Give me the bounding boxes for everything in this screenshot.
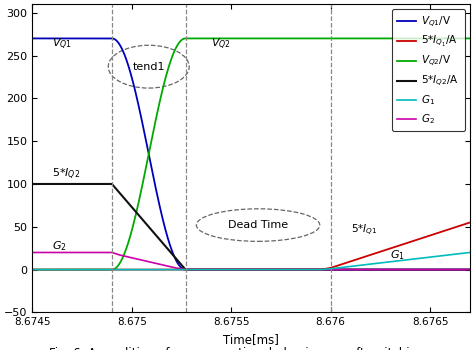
Text: 5*$I_{Q2}$: 5*$I_{Q2}$ — [52, 167, 81, 182]
$G_2$ — [173, 266, 178, 270]
$V_{Q2}$/V — [164, 72, 170, 76]
5*$I_{Q_1}$/A — [328, 266, 334, 270]
Legend: $V_{Q1}$/V, 5*$I_{Q_1}$/A, $V_{Q2}$/V, 5*$I_{Q2}$/A, $G_1$, $G_2$: $V_{Q1}$/V, 5*$I_{Q_1}$/A, $V_{Q2}$/V, 5… — [392, 9, 465, 131]
$G_2$ — [182, 267, 188, 272]
$V_{Q2}$/V — [147, 144, 153, 148]
Line: 5*$I_{Q2}$/A: 5*$I_{Q2}$/A — [32, 184, 470, 270]
Line: 5*$I_{Q_1}$/A: 5*$I_{Q_1}$/A — [32, 223, 470, 270]
5*$I_{Q2}$/A — [182, 267, 188, 272]
$V_{Q1}$/V — [121, 51, 127, 55]
$V_{Q1}$/V — [467, 267, 473, 272]
$G_2$ — [117, 253, 123, 257]
Text: $G_2$: $G_2$ — [52, 239, 67, 253]
5*$I_{Q2}$/A — [29, 182, 35, 186]
$V_{Q1}$/V — [29, 36, 35, 41]
Text: tend1: tend1 — [132, 62, 165, 72]
$G_1$ — [328, 267, 334, 271]
Line: $G_2$: $G_2$ — [32, 252, 470, 270]
$G_1$ — [318, 267, 324, 272]
Text: $G_1$: $G_1$ — [390, 248, 405, 262]
$V_{Q2}$/V — [128, 231, 134, 235]
Line: $G_1$: $G_1$ — [32, 252, 470, 270]
$V_{Q2}$/V — [182, 36, 188, 41]
$V_{Q1}$/V — [117, 42, 122, 46]
$G_1$ — [29, 267, 35, 272]
Text: $V_{Q1}$: $V_{Q1}$ — [52, 37, 72, 52]
5*$I_{Q_1}$/A — [318, 267, 324, 272]
Text: Fig. 6. A condition of resonance time behavior on soft switching: Fig. 6. A condition of resonance time be… — [49, 347, 425, 350]
$V_{Q2}$/V — [29, 267, 35, 272]
5*$I_{Q_1}$/A — [29, 267, 35, 272]
$G_1$ — [467, 250, 473, 254]
$G_2$ — [109, 250, 115, 254]
Text: $V_{Q2}$: $V_{Q2}$ — [211, 37, 231, 52]
$V_{Q1}$/V — [147, 160, 153, 164]
Text: Dead Time: Dead Time — [228, 220, 288, 230]
Text: 5*$I_{Q1}$: 5*$I_{Q1}$ — [351, 223, 377, 238]
5*$I_{Q_1}$/A — [467, 220, 473, 225]
$V_{Q2}$/V — [117, 262, 122, 266]
Line: $V_{Q1}$/V: $V_{Q1}$/V — [32, 38, 470, 270]
$V_{Q1}$/V — [128, 73, 134, 77]
$V_{Q2}$/V — [467, 36, 473, 41]
5*$I_{Q2}$/A — [467, 267, 473, 272]
$G_2$ — [467, 267, 473, 272]
Line: $V_{Q2}$/V: $V_{Q2}$/V — [32, 38, 470, 270]
$V_{Q1}$/V — [182, 267, 188, 272]
$G_2$ — [29, 250, 35, 254]
5*$I_{Q2}$/A — [109, 182, 115, 186]
$V_{Q1}$/V — [164, 232, 170, 236]
$V_{Q1}$/V — [146, 153, 152, 157]
X-axis label: Time[ms]: Time[ms] — [223, 333, 279, 346]
$V_{Q2}$/V — [121, 253, 127, 257]
$V_{Q2}$/V — [146, 151, 152, 155]
